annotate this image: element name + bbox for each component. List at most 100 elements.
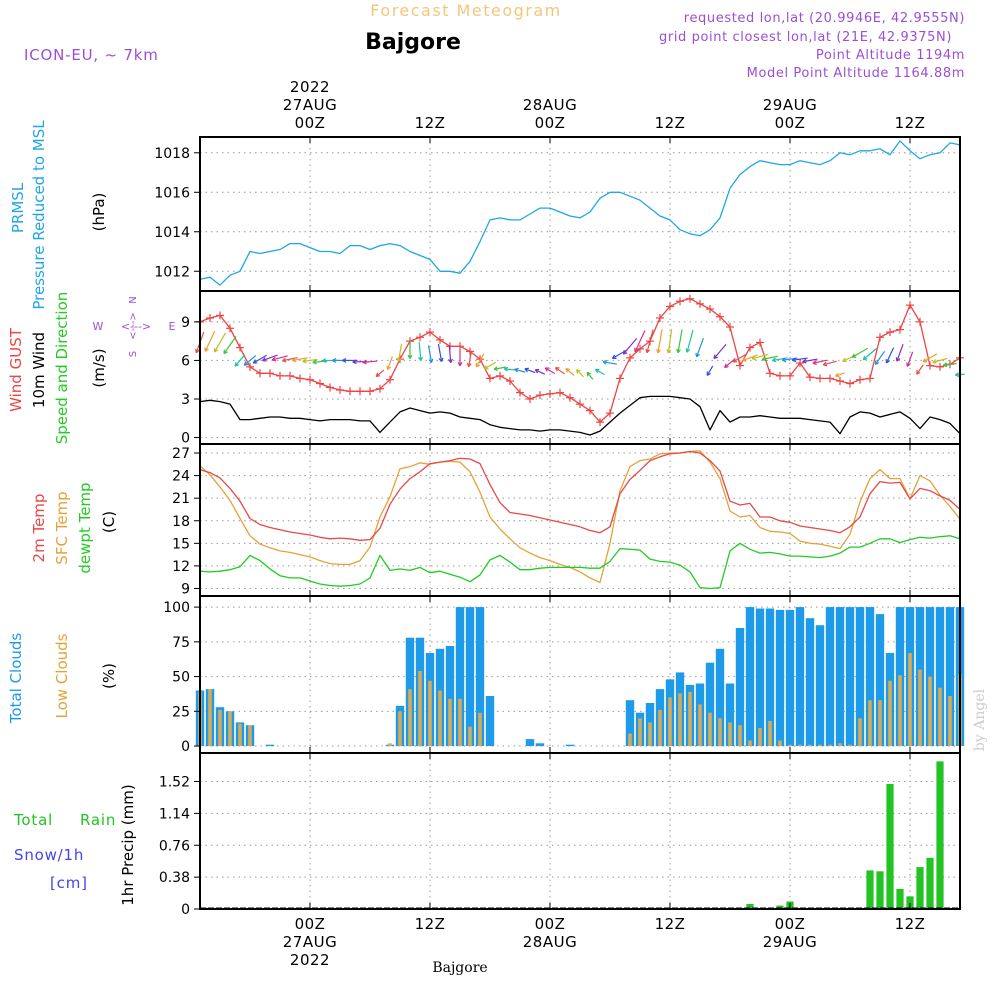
wind-arrow-head [544,367,548,372]
wind-arrow-head [459,362,463,367]
low-cloud-bar [768,721,772,746]
total-cloud-bar [475,607,485,746]
time-label-top: 27AUG [283,96,337,114]
total-cloud-bar [725,683,735,746]
total-cloud-bar [525,739,535,746]
low-cloud-bar [228,711,232,746]
time-label-top: 00Z [775,114,806,132]
wind-arrow-head [677,349,681,354]
temp-ytick-label: 18 [172,514,190,530]
wind-arrow [427,345,433,363]
wind-arrow [302,358,318,363]
temp-ytick-label: 24 [172,469,190,485]
low-cloud-bar [918,669,922,746]
wind-arrow-head [657,349,661,354]
wind-arrow-head [906,363,911,367]
low-cloud-bar [738,725,742,746]
wind-arrow-head [623,352,628,355]
wind-arrow [243,355,257,366]
temp-ytick-label: 15 [172,536,190,552]
wind-arrow-head [916,371,921,375]
wind-arrow [475,353,485,368]
precip-bar [926,857,934,909]
wind-arrow-head [667,349,672,354]
wind-arrow [397,343,403,362]
wind-arrow-head [575,369,579,374]
wind-arrow [252,354,268,364]
wind-arrow [657,329,663,354]
precip-ytick-label: 0 [181,902,190,918]
wind-arrow-head [835,375,840,378]
wind-arrow [387,356,393,370]
low-cloud-bar [788,744,792,747]
wind-arrow-head [409,354,413,359]
wind-arrow [223,336,237,354]
wind-arrow [874,350,886,365]
wind-arrow [922,353,938,363]
low-cloud-bar [718,718,722,747]
low-cloud-bar [798,744,802,747]
wind-arrow-head [762,358,767,362]
temp-unit: (C) [100,511,118,533]
time-label-bottom: 00Z [295,915,326,933]
low-cloud-bar [638,718,642,747]
wind-arrow [418,342,422,361]
low-cloud-bar [438,690,442,747]
wind-arrow-head [223,351,228,355]
wind-arrow-head [696,353,700,358]
low-cloud-bar [668,697,672,746]
wind-arrow [565,368,575,376]
footer-location: Bajgore [432,960,487,976]
wind-arrow [677,329,683,353]
total-cloud-bar [535,743,545,747]
wind-arrow [751,353,769,360]
temp-ytick-label: 9 [181,581,190,597]
gridlines [200,137,960,910]
low-cloud-bar [398,711,402,746]
low-cloud-bar [858,718,862,747]
time-label-bottom: 00Z [535,915,566,933]
temp-frame [199,443,961,597]
wind-arrow-head [782,359,787,363]
wind-arrow-head [751,358,757,361]
wind-arrow-head [468,363,472,368]
wind-arrow-head [376,375,381,378]
temp-2m-line [199,450,961,541]
wind-arrow [742,354,758,362]
low-cloud-bar [848,744,852,747]
temp-ytick-label: 12 [172,559,190,575]
wind-arrow-head [272,359,277,362]
low-cloud-bar [678,693,682,747]
total-cloud-bar [445,646,455,746]
total-cloud-bar [705,662,715,747]
wind-arrow [885,347,895,364]
total-cloud-bar [775,609,785,747]
total-cloud-bar [835,607,845,746]
temp-label-sfc: SFC Temp [53,491,71,564]
wind-arrow-head [646,349,651,354]
wind-arrow-head [955,374,960,378]
precip-ytick-label: 1.52 [159,775,190,791]
compass-e: E [169,320,176,333]
wind-arrow [851,347,869,358]
wind-arrow [234,354,246,367]
wind-arrow-head [943,364,948,368]
wind-arrow [732,353,748,363]
precip-bar [876,871,884,909]
wind-arrow-head [724,366,729,369]
wind-arrow-head [896,358,901,362]
total-cloud-bar [485,696,495,746]
wind-arrow-head [322,360,327,364]
wind-arrow [514,368,526,373]
total-cloud-bar [945,607,955,746]
low-cloud-bar [908,653,912,747]
low-cloud-bar [248,725,252,746]
time-label-bottom: 12Z [655,915,686,933]
low-cloud-bar [728,722,732,746]
precip-unit: 1hr Precip (mm) [119,784,137,905]
time-label-top: 00Z [295,114,326,132]
compass-n: N [128,296,139,303]
total-cloud-bar [815,625,825,747]
precip-frame [199,752,961,910]
